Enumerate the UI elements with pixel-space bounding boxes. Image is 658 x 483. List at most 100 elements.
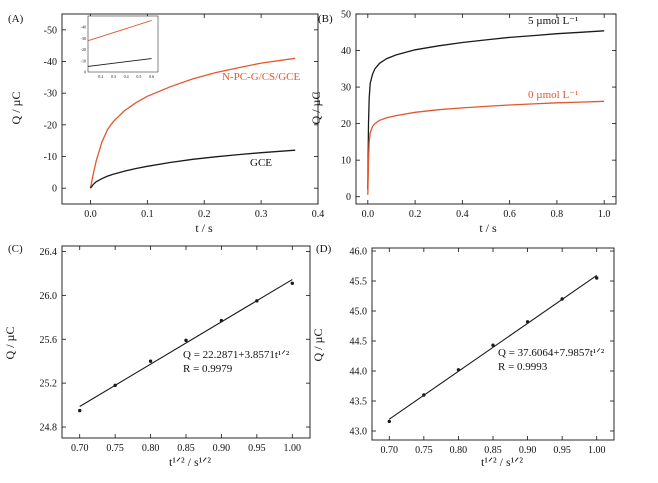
panel-b-xtick-label: 0.6 <box>503 209 516 220</box>
panel-b-series-line-0 <box>367 30 605 190</box>
inset-frame <box>87 15 159 73</box>
panel-b-ytick-label: 50 <box>341 10 351 21</box>
legend-label-0umol: 0 µmol L⁻¹ <box>528 89 578 101</box>
inset-ytick-label: -20 <box>81 47 86 52</box>
panel-c-r-value: R = 0.9979 <box>183 363 233 375</box>
panel-c-data-point <box>290 281 294 286</box>
panel-d-data-point <box>456 368 461 372</box>
panel-b-xtick-label: 0.8 <box>551 209 564 220</box>
panel-c-data-point <box>113 383 117 388</box>
panel-b-xtick-label: 0.4 <box>456 209 469 220</box>
inset-ytick-label: -10 <box>81 58 86 63</box>
panel-c-data-point <box>219 318 224 323</box>
panel-d-r-value: R = 0.9993 <box>498 361 548 373</box>
panel-c-xtick-label: 0.80 <box>142 443 160 454</box>
panel-d-ylabel: Q / µC <box>311 329 325 362</box>
panel-d-plot: 0.70 0.75 0.80 0.85 0.90 0.95 1.00 43.0 43.5 44.0… <box>350 247 615 456</box>
inset-ytick-label: -30 <box>81 36 86 41</box>
panel-b-xtick-label: 0.2 <box>409 209 422 220</box>
panel-d-xtick-label: 0.80 <box>450 445 468 456</box>
panel-d-equation: Q = 37.6064+7.9857t¹ᐟ² <box>498 347 605 359</box>
panel-b-ytick-label: 0 <box>346 192 351 203</box>
inset-ytick-label: -40 <box>81 25 86 30</box>
panel-d-label: (D) <box>316 243 332 255</box>
inset-series-line-0 <box>87 20 152 42</box>
panel-a-ytick-label: -10 <box>44 152 57 163</box>
panel-b-ytick-label: 10 <box>341 156 351 167</box>
panel-b-frame <box>355 13 617 205</box>
panel-c-xtick-label: 0.90 <box>213 443 231 454</box>
panel-a-ytick-label: -20 <box>44 120 57 131</box>
panel-d-xtick-label: 0.75 <box>415 445 433 456</box>
panel-d-data-point <box>387 419 391 424</box>
panel-d-data-point <box>595 276 599 280</box>
panel-d-xtick-label: 0.70 <box>381 445 399 456</box>
panel-d-xlabel: t¹ᐟ² / s¹ᐟ² <box>481 455 523 469</box>
panel-a-xtick-label: 0.3 <box>255 209 268 220</box>
inset-xtick-label: 0.3 <box>111 74 116 79</box>
panel-a-xtick-label: 0.4 <box>312 209 325 220</box>
legend-label-5umol: 5 µmol L⁻¹ <box>528 15 578 27</box>
panel-c-ytick-label: 25.6 <box>40 335 58 346</box>
panel-d-ytick-label: 45.5 <box>350 277 368 288</box>
panel-b-ytick-label: 40 <box>341 46 351 57</box>
panel-a-xlabel: t / s <box>195 221 213 235</box>
panel-c-ytick-label: 24.8 <box>40 423 58 434</box>
panel-a-ytick-label: -30 <box>44 89 57 100</box>
panel-c-data-point <box>255 299 259 303</box>
panel-a-xtick-label: 0.1 <box>141 209 154 220</box>
panel-c-xtick-label: 0.70 <box>71 443 89 454</box>
inset-xtick-label: 0.2 <box>98 74 103 79</box>
panel-b-label: (B) <box>318 13 333 25</box>
panel-c-fit-line <box>79 279 293 407</box>
panel-c-xtick-label: 0.85 <box>177 443 195 454</box>
panel-a-ytick-label: -40 <box>44 57 57 68</box>
panel-c-data-point <box>184 338 188 343</box>
legend-label-npcg: N-PC-G/CS/GCE <box>222 71 301 83</box>
panel-b-ylabel: Q / µC <box>309 92 323 125</box>
panel-d-ytick-label: 43.5 <box>350 397 368 408</box>
panel-d-ytick-label: 43.0 <box>350 427 368 438</box>
legend-label-gce: GCE <box>250 157 272 169</box>
panel-c-data-point <box>148 359 153 363</box>
panel-a: (A) 0.0 0.1 0.2 0.3 0.4 0 -10 -20 -30 -40 -50 t / … <box>8 13 324 235</box>
panel-d-xtick-label: 0.95 <box>553 445 571 456</box>
panel-a-series-line-0 <box>89 57 296 189</box>
panel-b-ytick-label: 30 <box>341 83 351 94</box>
panel-b-xtick-label: 1.0 <box>598 209 611 220</box>
panel-a-ylabel: Q / µC <box>9 92 23 125</box>
panel-d-data-point <box>525 320 530 324</box>
panel-a-ytick-label: 0 <box>52 184 57 195</box>
panel-a-inset: 0.2 0.3 0.4 0.5 0.6 -40 -30 -20 -10 0 <box>81 15 159 79</box>
panel-b-xtick-label: 0.0 <box>362 209 375 220</box>
panel-b-ytick-label: 20 <box>341 119 351 130</box>
panel-d-data-point <box>422 393 426 397</box>
panel-a-plot: 0.0 0.1 0.2 0.3 0.4 0 -10 -20 -30 -40 -50 <box>44 13 325 220</box>
panel-c-xtick-label: 0.75 <box>106 443 124 454</box>
panel-c-ytick-label: 26.0 <box>40 291 58 302</box>
panel-d-xtick-label: 1.00 <box>588 445 606 456</box>
panel-c-equation: Q = 22.2871+3.8571t¹ᐟ² <box>183 349 290 361</box>
panel-c-ytick-label: 25.2 <box>40 379 58 390</box>
panel-c-ytick-label: 26.4 <box>40 247 58 258</box>
panel-c-plot: 0.70 0.75 0.80 0.85 0.90 0.95 1.00 24.8 25.2 25.6… <box>40 245 311 454</box>
panel-d: (D) 0.70 0.75 0.80 0.85 0.90 0.95 1.00 43.0 43.5… <box>311 243 615 469</box>
panel-d-ytick-label: 45.0 <box>350 307 368 318</box>
panel-c-xlabel: t¹ᐟ² / s¹ᐟ² <box>169 455 211 469</box>
inset-xtick-label: 0.6 <box>149 74 154 79</box>
panel-a-xtick-label: 0.0 <box>84 209 97 220</box>
panel-d-data-point <box>560 297 564 301</box>
panel-d-xtick-label: 0.85 <box>484 445 502 456</box>
panel-c-data-point <box>78 408 82 413</box>
panel-a-frame <box>61 13 319 205</box>
panel-b-plot: 0.0 0.2 0.4 0.6 0.8 1.0 0 10 20 30 40 50 <box>341 10 617 220</box>
inset-ytick-label: 0 <box>84 70 86 75</box>
panel-a-series-line-1 <box>89 149 296 189</box>
panel-a-xtick-label: 0.2 <box>198 209 211 220</box>
panel-d-ytick-label: 44.0 <box>350 367 368 378</box>
panel-d-xtick-label: 0.90 <box>519 445 537 456</box>
panel-c-ylabel: Q / µC <box>3 327 17 360</box>
panel-d-ytick-label: 44.5 <box>350 337 368 348</box>
